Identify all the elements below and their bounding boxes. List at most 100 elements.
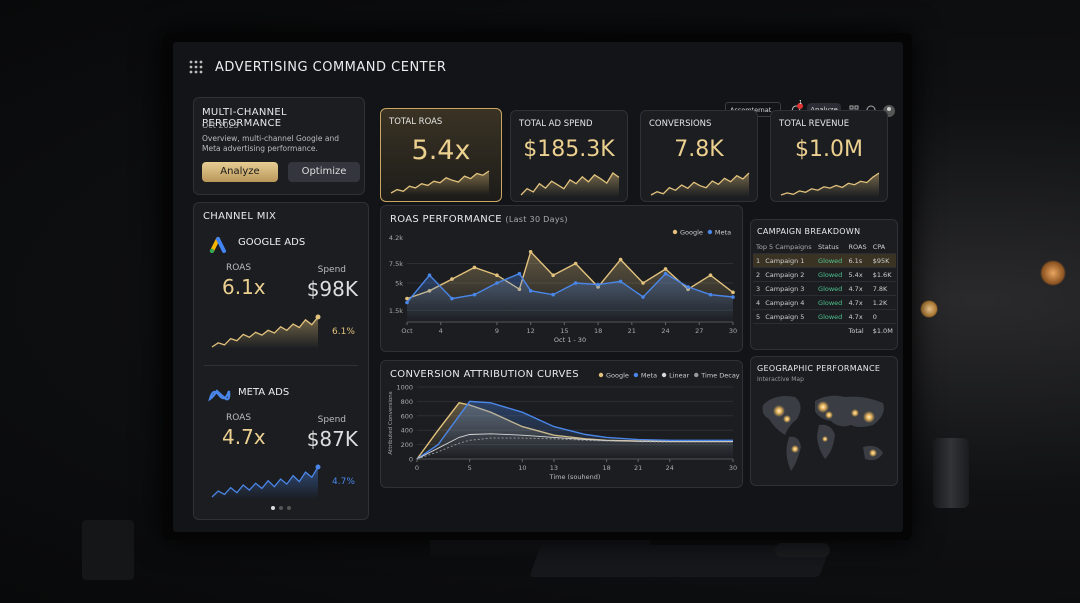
campaign-table: Top 5 Campaigns Status ROAS CPA 1 Campaign 1…	[753, 240, 896, 337]
status-cell: Glowed	[815, 253, 846, 268]
x-axis-label: Time (souhend)	[549, 473, 601, 481]
data-point	[731, 295, 735, 299]
table-footer: Total $1.0M	[753, 324, 896, 338]
sparkline	[211, 466, 319, 498]
x-tick-label: 21	[634, 464, 642, 472]
kpi-card: TOTAL ROAS 5.4x	[380, 108, 502, 202]
data-point	[472, 265, 477, 270]
sparkline-end	[315, 464, 321, 470]
total-value: $1.0M	[872, 326, 893, 335]
data-point	[731, 290, 735, 295]
dashboard-screen: ADVERTISING COMMAND CENTER Assomternat ⌄…	[173, 42, 903, 532]
roas-cell: 4.7x	[845, 281, 870, 296]
attribution-panel: CONVERSION ATTRIBUTION CURVES 0 200 400 600…	[380, 360, 743, 488]
channel-logo	[209, 237, 226, 253]
roas-label: ROAS	[226, 413, 252, 423]
channel-change: 6.1%	[332, 327, 355, 337]
table-row: 1 Campaign 1 Glowed 6.1s $95K	[753, 253, 896, 268]
lamp-light	[920, 300, 938, 318]
kpi-sparkline	[520, 172, 620, 197]
x-axis-label: Oct 1 - 30	[554, 336, 586, 344]
y-axis-note: 4.2k	[389, 234, 403, 242]
chart-subtitle: (Last 30 Days)	[505, 215, 568, 224]
x-tick-label: 24	[661, 327, 669, 335]
kpi-card: TOTAL REVENUE $1.0M	[770, 110, 888, 202]
x-tick-label: 30	[729, 464, 737, 472]
x-tick-label: 5	[468, 464, 472, 472]
roas-value: 4.7x	[222, 425, 266, 449]
sparkline-area	[521, 173, 619, 197]
rank: 3	[756, 284, 761, 293]
mug	[82, 520, 134, 580]
status-cell: Glowed	[815, 295, 846, 310]
legend-label: Google	[606, 371, 629, 379]
lamp-light	[1040, 260, 1066, 286]
logo-shape	[208, 389, 231, 402]
legend-swatch	[598, 372, 604, 378]
channel-name: GOOGLE ADS	[238, 237, 306, 248]
spacer	[815, 324, 845, 338]
sparkline	[780, 172, 880, 196]
kpi-label: TOTAL AD SPEND	[519, 119, 593, 129]
x-tick-label: 4	[439, 327, 443, 335]
sparkline	[650, 172, 750, 196]
rank: 1	[756, 256, 761, 265]
data-point	[551, 292, 555, 297]
spend-value: $98K	[306, 277, 358, 301]
y-tick-label: 1.5k	[389, 307, 403, 315]
geo-subtitle: Interactive Map	[757, 376, 804, 383]
data-point	[686, 285, 690, 289]
cpa-cell: $1.6K	[869, 267, 896, 282]
campaign-cell: 1 Campaign 1	[753, 253, 816, 268]
table-row: 3 Campaign 3 Glowed 4.7x 7.8K	[753, 281, 896, 296]
data-point	[618, 257, 623, 262]
kpi-label: TOTAL ROAS	[389, 117, 443, 127]
y-tick-label: 7.5k	[389, 260, 403, 268]
y-axis-label: Attributed Conversions	[388, 391, 394, 454]
series-line	[406, 250, 734, 300]
campaign-name: Campaign 3	[765, 284, 805, 293]
data-point	[551, 273, 555, 277]
legend-swatch	[694, 372, 699, 378]
roas-panel: ROAS PERFORMANCE (Last 30 Days) 1.5k 5k 7.…	[380, 205, 743, 352]
menu-icon[interactable]	[189, 60, 203, 74]
overview-title: MULTI-CHANNEL PERFORMANCE	[202, 107, 287, 129]
rank: 5	[756, 312, 761, 321]
campaign-panel: CAMPAIGN BREAKDOWN Top 5 Campaigns Status…	[750, 219, 898, 350]
y-tick-label: 800	[401, 398, 413, 406]
data-point	[528, 250, 533, 254]
channel-sparkline	[211, 314, 321, 349]
channel-name: META ADS	[238, 387, 290, 398]
data-point	[573, 281, 578, 285]
data-point	[708, 273, 713, 277]
data-point	[517, 271, 522, 276]
column-header: Status	[815, 240, 846, 254]
column-header: ROAS	[845, 240, 870, 254]
chart: 1.5k 5k 7.5k Oct 4 9 12 15 18 21 24 27 30 Oct 1 - 30 4…	[389, 228, 737, 344]
x-tick-label: 27	[695, 327, 703, 335]
data-point	[663, 267, 668, 271]
cpa-cell: $95K	[869, 253, 896, 268]
spend-label: Spend	[317, 265, 346, 275]
rank: 2	[756, 270, 761, 279]
optimize-button[interactable]: Optimize	[288, 162, 360, 182]
roas-cell: 4.7x	[845, 309, 870, 324]
x-tick-label: 0	[415, 464, 419, 472]
sparkline	[390, 170, 490, 194]
geo-title: GEOGRAPHIC PERFORMANCE	[757, 364, 881, 373]
speaker	[933, 438, 969, 508]
sparkline-end	[315, 314, 321, 320]
world-map[interactable]	[755, 385, 895, 483]
y-tick-label: 200	[401, 441, 413, 449]
analyze-button[interactable]: Analyze	[202, 162, 278, 182]
data-point	[708, 292, 713, 297]
table-header: Top 5 Campaigns Status ROAS CPA	[753, 240, 896, 254]
legend-label: Time Decay	[700, 371, 740, 379]
data-point	[472, 292, 477, 297]
x-tick-label: 13	[550, 464, 558, 472]
roas-value: 6.1x	[222, 275, 266, 299]
campaign-name: Campaign 2	[765, 270, 805, 279]
table-row: 5 Campaign 5 Glowed 4.7x 0	[753, 309, 896, 324]
carousel-dots[interactable]	[270, 505, 294, 511]
data-point	[405, 300, 409, 305]
